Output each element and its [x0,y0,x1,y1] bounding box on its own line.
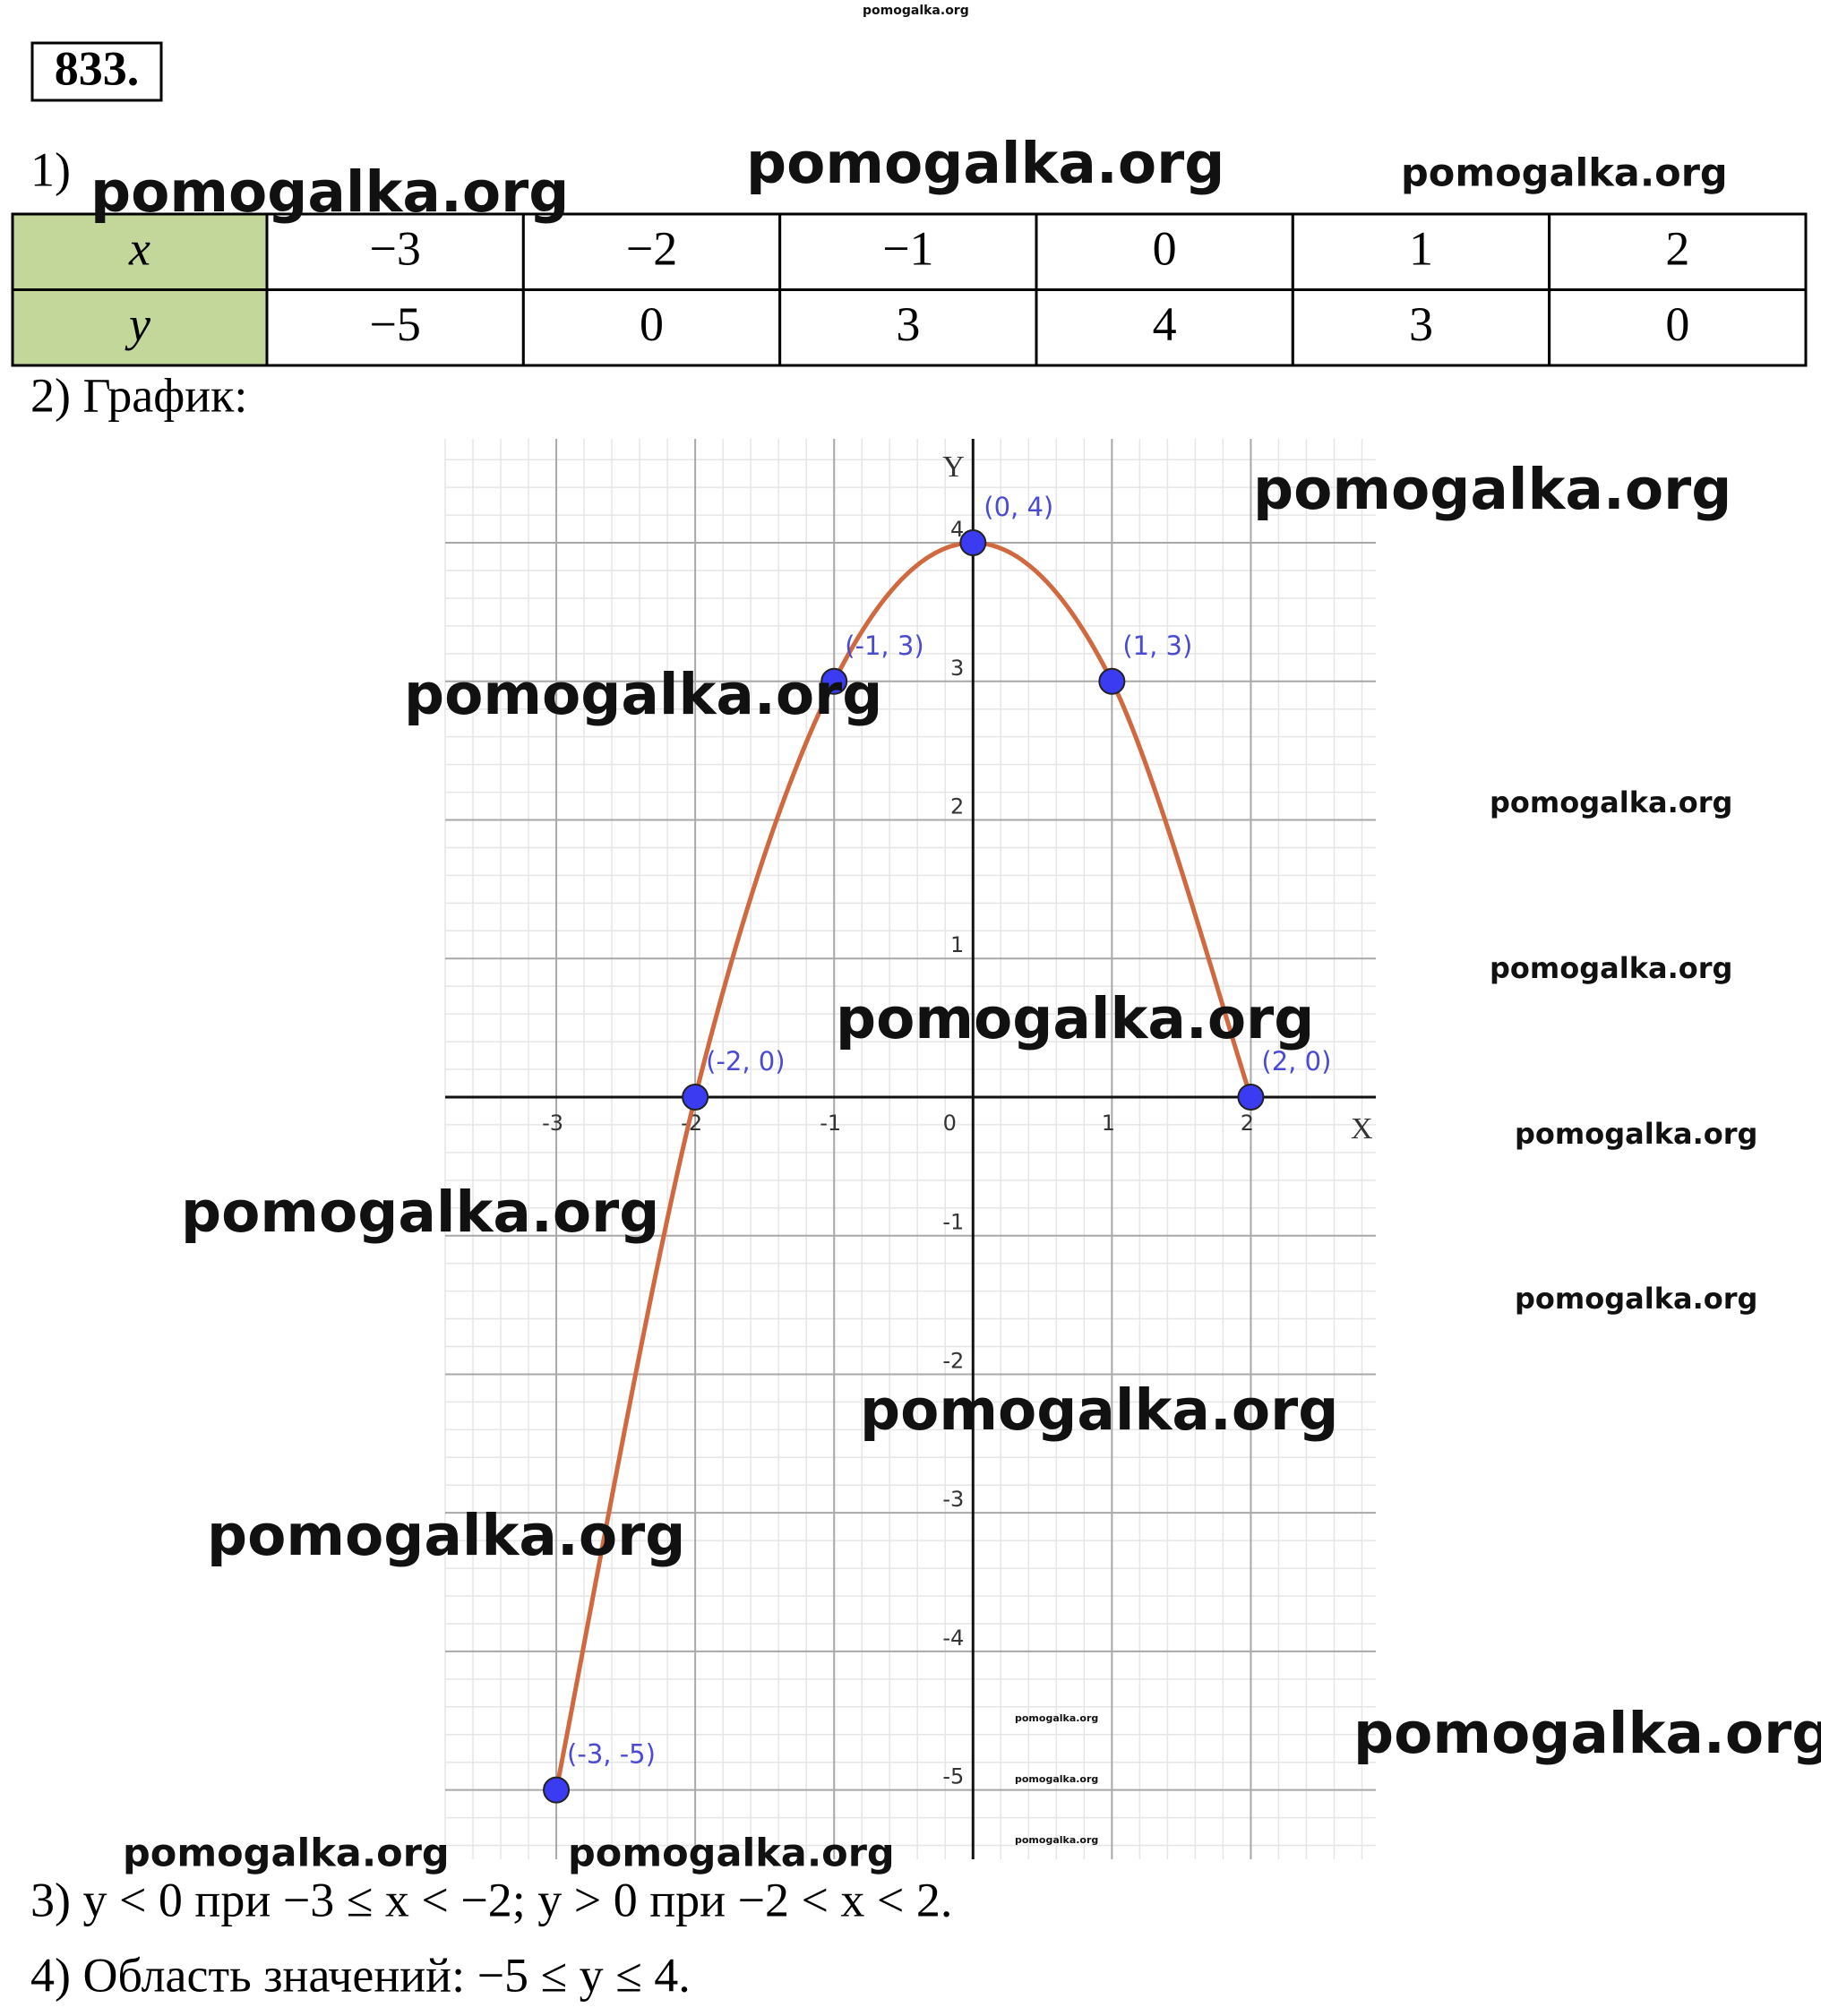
data-point [1237,1083,1265,1111]
cell-value: 4 [1153,297,1177,351]
y-tick-label: -3 [942,1487,964,1512]
watermark: pomogalka.org [1253,457,1731,522]
y-tick-label: -4 [942,1626,964,1651]
watermark: pomogalka.org [404,662,882,727]
cell-value: −2 [626,222,677,276]
watermark: pomogalka.org [746,131,1224,196]
cell-value: 0 [640,297,664,351]
watermark: pomogalka.org [1401,151,1728,196]
table-cell [778,212,1038,291]
problem-number: 833. [55,41,140,95]
y-tick-label: 3 [950,656,964,681]
table-cell [1291,288,1551,367]
header-cell [11,288,269,367]
point-label: (2, 0) [1261,1046,1331,1077]
watermark: pomogalka.org [181,1180,659,1245]
table-cell [1291,212,1551,291]
watermark: pomogalka.org [1015,1773,1098,1785]
table-cell [265,288,525,367]
header-label: x [128,222,150,276]
cell-value: 3 [1409,297,1433,351]
data-point [959,529,987,557]
cell-value: 2 [1665,222,1689,276]
data-point [1098,667,1126,695]
y-tick-label: -2 [942,1348,964,1373]
watermark: pomogalka.org [860,1377,1338,1443]
y-tick-label: 1 [950,932,964,957]
watermark: pomogalka.org [1490,951,1732,985]
part-label: 1) [30,142,71,196]
y-tick-label: 4 [950,517,964,542]
watermark: pomogalka.org [1515,1117,1757,1151]
part-text: 3) y < 0 при −3 ≤ x < −2; y > 0 при −2 <… [30,1873,952,1926]
watermark: pomogalka.org [1353,1701,1821,1766]
watermark: pomogalka.org [1015,1712,1098,1724]
table-cell [778,288,1038,367]
header-label: y [125,297,150,351]
point-label: (-1, 3) [845,631,923,661]
watermark: pomogalka.org [568,1832,895,1876]
watermark: pomogalka.org [90,159,569,225]
y-tick-label: -1 [942,1210,964,1235]
watermark: pomogalka.org [863,4,969,18]
data-point [543,1776,571,1804]
table-cell [1035,288,1294,367]
y-axis-label: Y [942,450,965,484]
data-point [820,667,848,695]
point-label: (-3, -5) [567,1739,656,1770]
x-tick-label: -3 [542,1111,563,1136]
watermark: pomogalka.org [1515,1282,1757,1316]
cell-value: 3 [896,297,920,351]
data-point [682,1083,709,1111]
cell-value: −5 [369,297,420,351]
x-tick-label: 1 [1102,1111,1115,1136]
point-label: (-2, 0) [706,1046,785,1077]
x-axis-label: X [1351,1112,1373,1145]
curve [554,540,1253,1791]
watermark: pomogalka.org [1490,785,1732,819]
cell-value: −1 [882,222,933,276]
cell-value: −3 [369,222,420,276]
watermark: pomogalka.org [123,1832,450,1876]
cell-value: 0 [1153,222,1177,276]
y-tick-label: 2 [950,794,964,819]
cell-value: 1 [1409,222,1433,276]
x-tick-label: -1 [820,1111,841,1136]
table-cell [1548,288,1808,367]
number-box [30,41,163,102]
cell-value: 0 [1665,297,1689,351]
x-tick-label: 0 [943,1111,957,1136]
watermark: pomogalka.org [207,1503,685,1568]
table-cell [521,288,782,367]
table-cell [1548,212,1808,291]
table-cell [265,212,525,291]
x-tick-label: 2 [1241,1111,1254,1136]
watermark: pomogalka.org [1015,1834,1098,1846]
point-label: (0, 4) [984,492,1053,522]
y-tick-label: -5 [942,1764,964,1789]
part-label: 2) График: [30,368,247,422]
watermark: pomogalka.org [836,986,1314,1051]
point-label: (1, 3) [1122,631,1192,661]
part-text: 4) Область значений: −5 ≤ y ≤ 4. [30,1948,691,2002]
